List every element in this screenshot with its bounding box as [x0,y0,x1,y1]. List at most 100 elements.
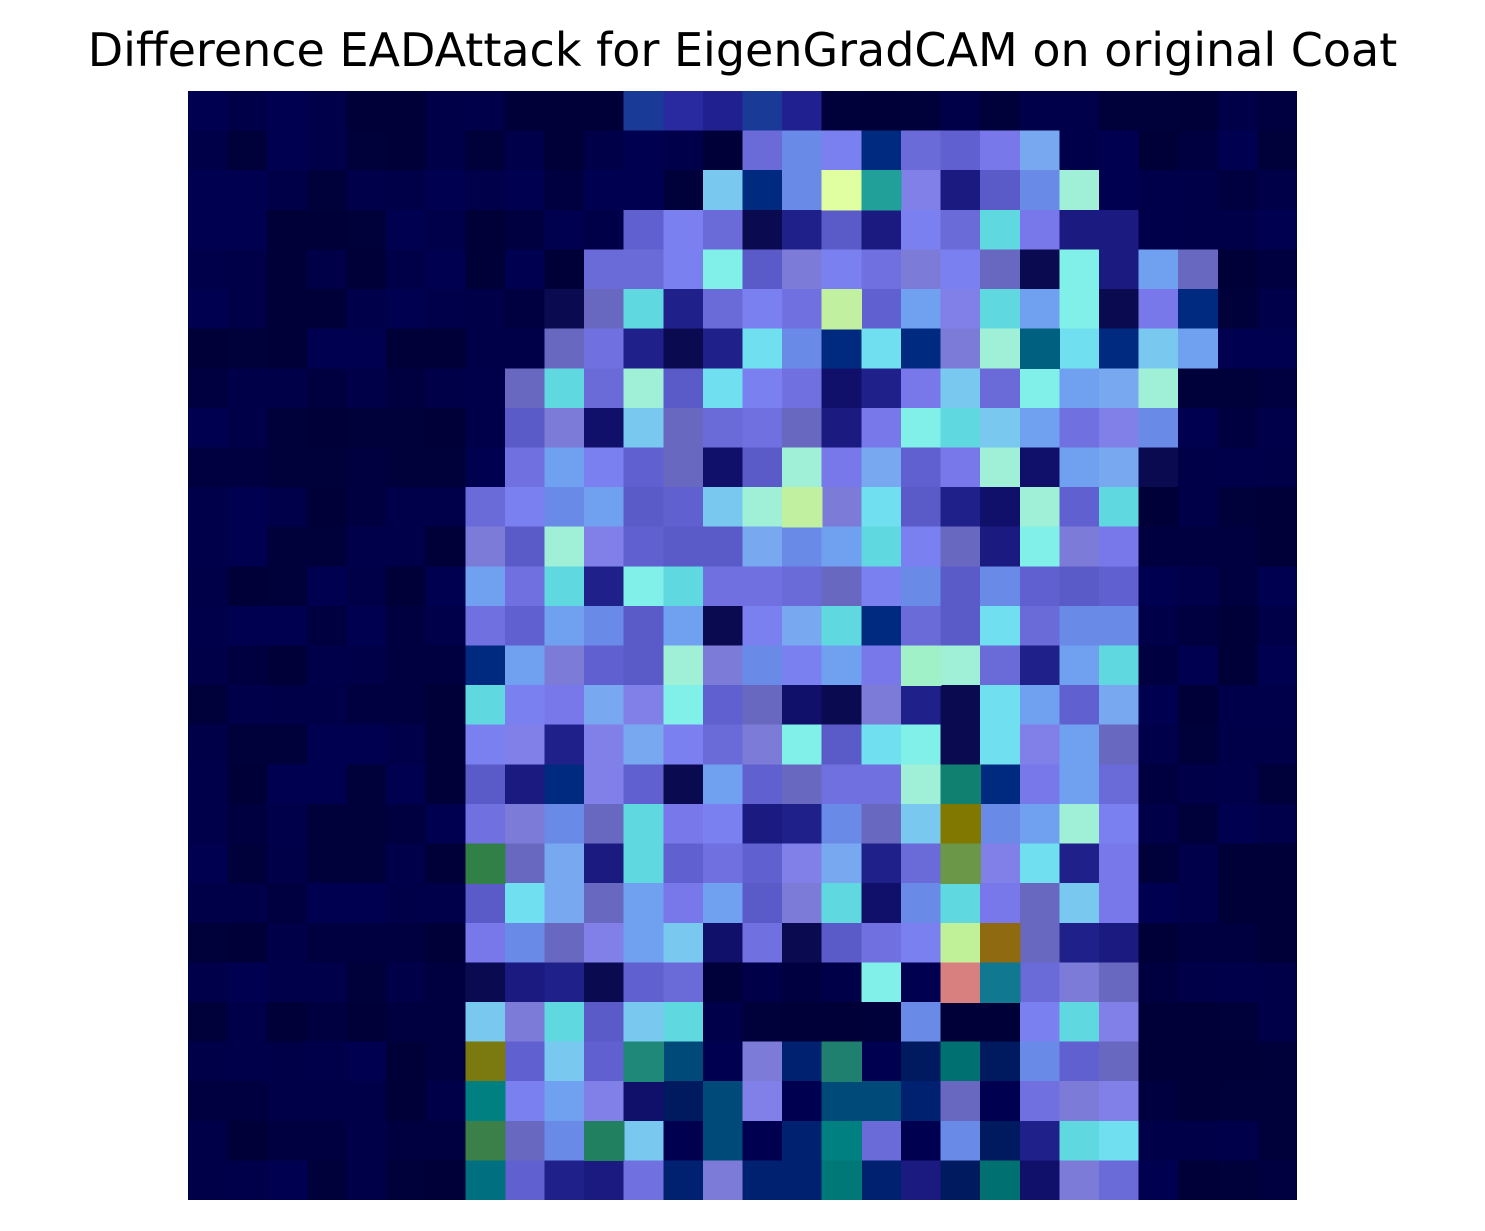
heatmap-cell [584,962,625,1003]
heatmap-cell [900,605,942,647]
heatmap-cell [346,685,387,726]
heatmap-cell [504,566,546,607]
heatmap-cell [425,883,467,924]
heatmap-cell [267,1160,308,1200]
heatmap-cell [1059,170,1100,211]
heatmap-cell [623,328,665,370]
heatmap-cell [504,249,546,290]
heatmap-cell [584,526,625,568]
heatmap-cell [782,922,823,964]
heatmap-cell [1098,645,1140,686]
heatmap-cell [584,883,625,924]
heatmap-cell [504,1120,546,1162]
heatmap-cell [821,328,863,370]
heatmap-cell [821,1120,863,1162]
heatmap-cell [1059,249,1100,290]
heatmap-cell [1178,724,1219,766]
heatmap-cell [1019,447,1061,488]
heatmap-cell [663,803,704,845]
heatmap-cell [1178,289,1219,330]
heatmap-cell [465,1001,506,1043]
heatmap-cell [900,447,942,488]
heatmap-cell [940,447,981,488]
heatmap-cell [1138,1120,1179,1162]
heatmap-cell [900,1120,942,1162]
heatmap-cell [623,1120,665,1162]
heatmap-cell [425,487,467,528]
heatmap-cell [267,883,308,924]
heatmap-cell [900,843,942,884]
heatmap-cell [188,566,229,607]
heatmap-cell [1217,685,1259,726]
heatmap-cell [861,1041,902,1082]
heatmap-cell [1257,685,1297,726]
heatmap-cell [188,289,229,330]
heatmap-cell [425,685,467,726]
heatmap-cell [188,170,229,211]
heatmap-cell [1257,91,1297,132]
heatmap-cell [425,922,467,964]
heatmap-cell [1138,764,1179,805]
heatmap-cell [544,843,585,884]
heatmap-cell [980,407,1021,449]
heatmap-cell [940,1120,981,1162]
heatmap-cell [663,1120,704,1162]
heatmap-cell [267,1001,308,1043]
heatmap-cell [465,368,506,409]
heatmap-cell [544,209,585,251]
heatmap-cell [1138,1081,1179,1122]
heatmap-cell [386,1041,427,1082]
heatmap-cell [702,130,744,172]
heatmap-cell [346,130,387,172]
heatmap-cell [900,407,942,449]
heatmap-cell [267,645,308,686]
heatmap-cell [1257,170,1297,211]
heatmap-cell [1138,170,1179,211]
heatmap-image [188,91,1297,1200]
heatmap-cell [782,685,823,726]
heatmap-cell [1257,843,1297,884]
heatmap-cell [188,249,229,290]
heatmap-cell [544,368,585,409]
heatmap-cell [900,962,942,1003]
heatmap-cell [386,249,427,290]
heatmap-cell [821,803,863,845]
heatmap-cell [1178,407,1219,449]
heatmap-cell [346,249,387,290]
heatmap-cell [504,91,546,132]
heatmap-cell [1257,407,1297,449]
heatmap-cell [1098,962,1140,1003]
heatmap-cell [623,1041,665,1082]
heatmap-cell [1059,962,1100,1003]
heatmap-cell [1019,685,1061,726]
heatmap-cell [306,685,348,726]
heatmap-cell [663,962,704,1003]
heatmap-cell [980,249,1021,290]
heatmap-cell [504,289,546,330]
heatmap-cell [1178,803,1219,845]
heatmap-cell [940,566,981,607]
heatmap-cell [584,645,625,686]
heatmap-cell [742,289,783,330]
heatmap-cell [1098,130,1140,172]
heatmap-cell [1217,566,1259,607]
heatmap-cell [504,883,546,924]
heatmap-cell [306,1160,348,1200]
heatmap-cell [386,1160,427,1200]
heatmap-cell [663,1160,704,1200]
heatmap-cell [821,1041,863,1082]
heatmap-cell [188,1160,229,1200]
heatmap-cell [306,91,348,132]
heatmap-cell [425,803,467,845]
heatmap-cell [1019,249,1061,290]
heatmap-cell [504,803,546,845]
heatmap-cell [504,724,546,766]
heatmap-cell [1257,962,1297,1003]
heatmap-cell [900,368,942,409]
heatmap-cell [623,922,665,964]
heatmap-cell [386,170,427,211]
heatmap-cell [623,130,665,172]
heatmap-cell [227,922,269,964]
heatmap-cell [425,1041,467,1082]
heatmap-cell [861,91,902,132]
